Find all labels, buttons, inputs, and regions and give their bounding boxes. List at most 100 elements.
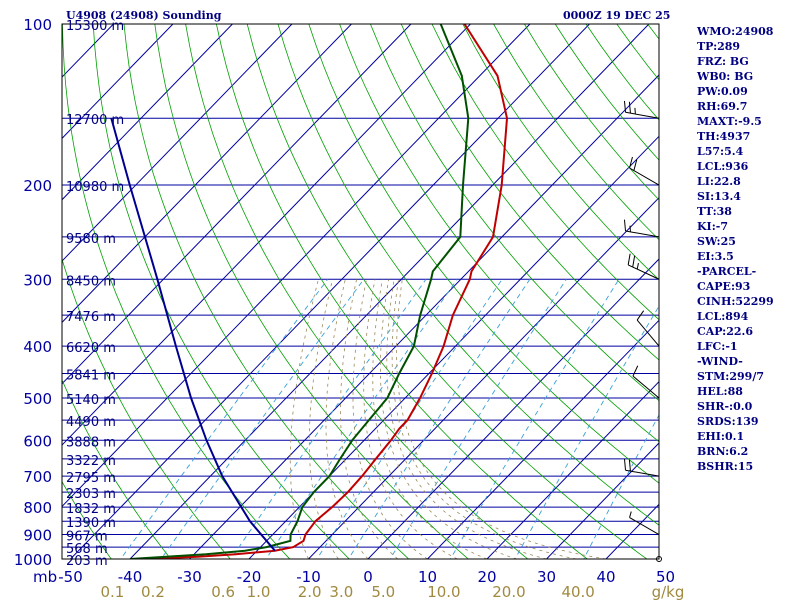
mixing-ratio-label: 5.0: [371, 583, 395, 600]
height-label: 6620 m: [66, 341, 116, 356]
profile-lines: [111, 24, 507, 559]
moist-adiabat: [353, 279, 428, 559]
mixing-ratio-unit-label: g/kg: [652, 583, 685, 600]
wind-barb-flag: [633, 366, 638, 376]
wind-barb-staff: [626, 470, 659, 476]
dewpoint-profile: [130, 24, 468, 559]
height-label: 203 m: [66, 554, 108, 569]
wind-barb-flag: [624, 459, 625, 470]
dry-adiabat: [247, 24, 662, 570]
height-label: 5140 m: [66, 393, 116, 408]
dry-adiabat: [93, 24, 361, 570]
index-line: CAPE:93: [697, 279, 800, 294]
height-label: 9580 m: [66, 232, 116, 247]
height-label: 4490 m: [66, 415, 116, 430]
height-label: 2795 m: [66, 471, 116, 486]
dry-adiabat: [216, 24, 602, 570]
height-label: 12700 m: [66, 113, 124, 128]
index-line: RH:69.7: [697, 99, 800, 114]
index-line: TH:4937: [697, 129, 800, 144]
index-line: L57:5.4: [697, 144, 800, 159]
index-line: SRDS:139: [697, 414, 800, 429]
pressure-tick-label: 200: [23, 177, 52, 195]
index-line: BRN:6.2: [697, 444, 800, 459]
wind-barb: [630, 512, 659, 535]
parcel-profile: [111, 118, 275, 551]
index-line: WB0: BG: [697, 69, 800, 84]
pressure-tick-label: 500: [23, 390, 52, 408]
temperature-tick-label: -30: [177, 568, 202, 586]
index-line: LCL:936: [697, 159, 800, 174]
height-label: 3322 m: [66, 454, 116, 469]
wind-barb-half-flag: [637, 263, 638, 269]
index-line: EI:3.5: [697, 249, 800, 264]
height-label: 2303 m: [66, 487, 116, 502]
wind-barb: [630, 157, 659, 185]
wind-barb: [624, 101, 659, 118]
sounding-datetime: 0000Z 19 DEC 25: [563, 9, 670, 22]
mixing-ratio-label: 20.0: [492, 583, 525, 600]
height-label: 8450 m: [66, 274, 116, 289]
pressure-unit-label: mb: [33, 568, 57, 586]
index-line: TP:289: [697, 39, 800, 54]
index-line: WMO:24908: [697, 24, 800, 39]
mixing-ratio-label: 40.0: [561, 583, 594, 600]
index-line: FRZ: BG: [697, 54, 800, 69]
index-line: SI:13.4: [697, 189, 800, 204]
isotherm-grid: [0, 24, 800, 559]
index-line: SW:25: [697, 234, 800, 249]
index-line: LI:22.8: [697, 174, 800, 189]
mixing-ratio-label: 0.2: [141, 583, 165, 600]
wind-barb-staff: [626, 112, 659, 118]
mixing-ratio-line: [383, 279, 566, 570]
pressure-tick-label: 300: [23, 271, 52, 289]
index-line: SHR-:0.0: [697, 399, 800, 414]
moist-adiabat: [380, 279, 516, 559]
pressure-tick-label: 900: [23, 527, 52, 545]
wind-barb-staff: [626, 231, 659, 237]
index-line: MAXT:-9.5: [697, 114, 800, 129]
mixing-ratio-label: 0.6: [211, 583, 235, 600]
index-line: -WIND-: [697, 354, 800, 369]
height-label: 5841 m: [66, 368, 116, 383]
height-label: 7476 m: [66, 310, 116, 325]
wind-barb-staff: [630, 168, 659, 185]
wind-barb-flag: [628, 254, 630, 265]
wind-barb: [637, 311, 659, 346]
pressure-tick-label: 1000: [14, 551, 52, 569]
temperature-tick-label: -50: [58, 568, 83, 586]
mixing-ratio-label: 0.1: [100, 583, 124, 600]
pressure-tick-label: 400: [23, 338, 52, 356]
index-line: LFC:-1: [697, 339, 800, 354]
wind-barb-flag: [629, 460, 630, 471]
moist-adiabat: [373, 279, 487, 559]
index-line: BSHR:15: [697, 459, 800, 474]
isotherm-line: [0, 24, 351, 559]
index-line: TT:38: [697, 204, 800, 219]
moist-adiabat: [326, 279, 368, 559]
wind-barb-half-flag: [630, 512, 632, 518]
height-label: 10980 m: [66, 180, 124, 195]
mixing-ratio-grid: [112, 279, 734, 570]
pressure-tick-label: 800: [23, 499, 52, 517]
wind-barb-staff: [628, 265, 659, 279]
index-line: KI:-7: [697, 219, 800, 234]
wind-barb-flag: [630, 157, 633, 168]
index-line: PW:0.09: [697, 84, 800, 99]
mixing-ratio-line: [444, 279, 619, 570]
height-label: 1832 m: [66, 502, 116, 517]
temperature-tick-label: 40: [596, 568, 615, 586]
moist-adiabat: [387, 279, 547, 559]
moist-adiabat: [364, 279, 458, 559]
mixing-ratio-label: 2.0: [298, 583, 322, 600]
dry-adiabat: [278, 24, 723, 570]
mixing-ratio-line: [259, 279, 458, 570]
pressure-tick-label: 700: [23, 468, 52, 486]
wind-barb-flag: [624, 220, 625, 231]
index-line: LCL:894: [697, 309, 800, 324]
wind-barb-flag: [629, 102, 630, 113]
height-label: 3888 m: [66, 435, 116, 450]
